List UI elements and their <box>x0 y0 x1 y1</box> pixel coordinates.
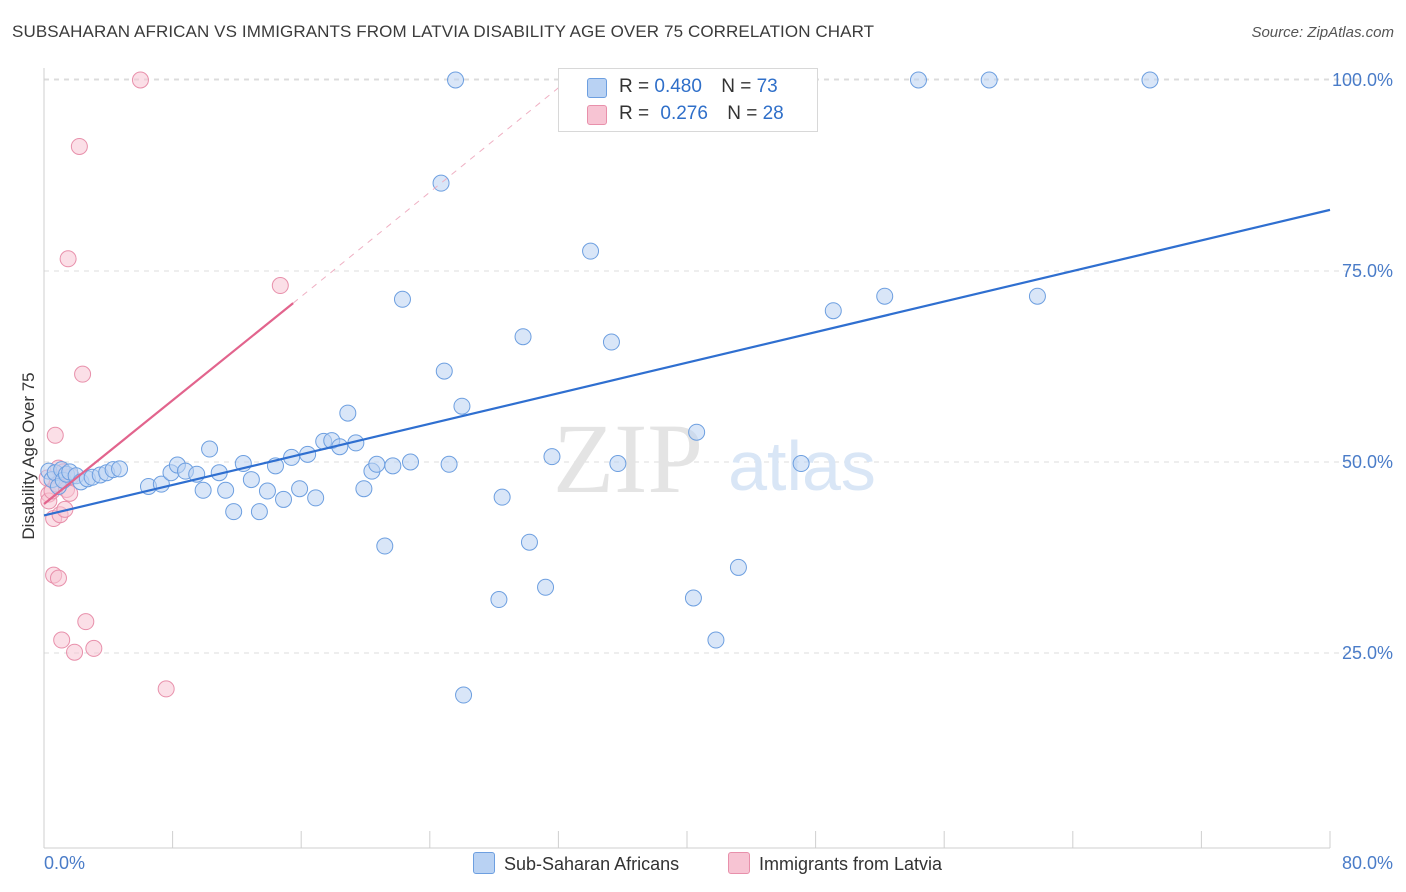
subsaharan-point <box>514 328 532 346</box>
subsaharan-point <box>582 242 600 260</box>
subsaharan-point <box>520 533 538 551</box>
subsaharan-point <box>393 290 411 308</box>
axes: 25.0% 50.0% 75.0% 100.0% 0.0% 80.0% <box>43 68 1393 873</box>
trend-lines <box>43 79 1331 517</box>
latvia-point <box>271 277 289 295</box>
legend-r-value: 0.480 <box>654 76 702 97</box>
latvia-point <box>85 639 103 657</box>
bottom-legend-label: Sub-Saharan Africans <box>504 854 680 874</box>
y-tick-label: 75.0% <box>1342 261 1393 281</box>
y-tick-label: 25.0% <box>1342 643 1393 663</box>
subsaharan-point <box>339 404 357 422</box>
subsaharan-point <box>242 471 260 489</box>
subsaharan-point <box>307 489 325 507</box>
legend-n-value: 28 <box>762 103 784 124</box>
legend-swatch-pink <box>587 105 607 125</box>
latvia-point <box>49 569 67 587</box>
subsaharan-point <box>824 302 842 320</box>
bottom-legend-subsaharan: Sub-Saharan Africans <box>473 852 679 875</box>
subsaharan-point <box>980 71 998 89</box>
subsaharan-point <box>1028 287 1046 305</box>
subsaharan-point <box>384 457 402 475</box>
legend-swatch-blue <box>587 78 607 98</box>
subsaharan-point <box>111 460 129 478</box>
subsaharan-point <box>275 490 293 508</box>
subsaharan-point <box>291 480 309 498</box>
latvia-point <box>74 365 92 383</box>
bottom-legend-latvia: Immigrants from Latvia <box>728 852 942 875</box>
trend-line-latvia-extension <box>292 79 569 304</box>
y-tick-label: 50.0% <box>1342 452 1393 472</box>
subsaharan-point <box>225 503 243 521</box>
subsaharan-point <box>729 558 747 576</box>
trend-line-latvia <box>43 302 294 505</box>
legend-n-label: N = <box>727 103 763 124</box>
subsaharan-point <box>432 174 450 192</box>
legend-row-latvia: R = 0.276 N = 28 <box>619 103 784 127</box>
subsaharan-point <box>258 482 276 500</box>
legend-n-value: 73 <box>756 76 778 97</box>
subsaharan-point <box>493 488 511 506</box>
latvia-point <box>59 250 77 268</box>
x-tick-label: 80.0% <box>1342 853 1393 873</box>
legend-r-label: R = <box>619 103 655 124</box>
legend-r-value: 0.276 <box>660 103 708 124</box>
watermark-zip: ZIP <box>553 403 703 514</box>
bottom-legend-swatch-pink <box>728 852 750 874</box>
legend-row-subsaharan: R = 0.480 N = 73 <box>619 76 778 100</box>
subsaharan-point <box>447 71 465 89</box>
subsaharan-point <box>876 287 894 305</box>
watermark: ZIP atlas <box>553 403 876 514</box>
subsaharan-point <box>602 333 620 351</box>
subsaharan-point <box>355 480 373 498</box>
series-subsaharan-points <box>40 71 1159 704</box>
subsaharan-point <box>435 362 453 380</box>
subsaharan-point <box>543 448 561 466</box>
subsaharan-point <box>688 423 706 441</box>
subsaharan-point <box>217 481 235 499</box>
source-label: Source: ZipAtlas.com <box>1251 24 1394 41</box>
chart-title: SUBSAHARAN AFRICAN VS IMMIGRANTS FROM LA… <box>12 22 875 41</box>
bottom-legend-label: Immigrants from Latvia <box>759 854 943 874</box>
subsaharan-point <box>376 537 394 555</box>
subsaharan-point <box>609 455 627 473</box>
latvia-point <box>77 613 95 631</box>
latvia-point <box>46 426 64 444</box>
subsaharan-point <box>402 453 420 471</box>
latvia-point <box>131 71 149 89</box>
subsaharan-point <box>1141 71 1159 89</box>
stats-legend: R = 0.480 N = 73 R = 0.276 N = 28 <box>558 68 818 132</box>
latvia-point <box>70 137 88 155</box>
x-tick-label: 0.0% <box>44 853 85 873</box>
subsaharan-point <box>707 631 725 649</box>
y-axis-label: Disability Age Over 75 <box>19 372 38 539</box>
subsaharan-point <box>537 578 555 596</box>
subsaharan-point <box>194 481 212 499</box>
subsaharan-point <box>684 589 702 607</box>
bottom-legend-swatch-blue <box>473 852 495 874</box>
gridlines <box>44 78 1360 654</box>
subsaharan-point <box>368 455 386 473</box>
subsaharan-point <box>792 455 810 473</box>
latvia-point <box>53 631 71 649</box>
subsaharan-point <box>455 686 473 704</box>
legend-n-label: N = <box>721 76 757 97</box>
legend-r-label: R = <box>619 76 655 97</box>
subsaharan-point <box>909 71 927 89</box>
subsaharan-point <box>201 440 219 458</box>
latvia-point <box>66 643 84 661</box>
subsaharan-point <box>490 591 508 609</box>
subsaharan-point <box>440 455 458 473</box>
subsaharan-point <box>453 397 471 415</box>
subsaharan-point <box>250 503 268 521</box>
latvia-point <box>157 680 175 698</box>
trend-line-subsaharan <box>43 208 1331 517</box>
y-tick-label: 100.0% <box>1332 70 1393 90</box>
